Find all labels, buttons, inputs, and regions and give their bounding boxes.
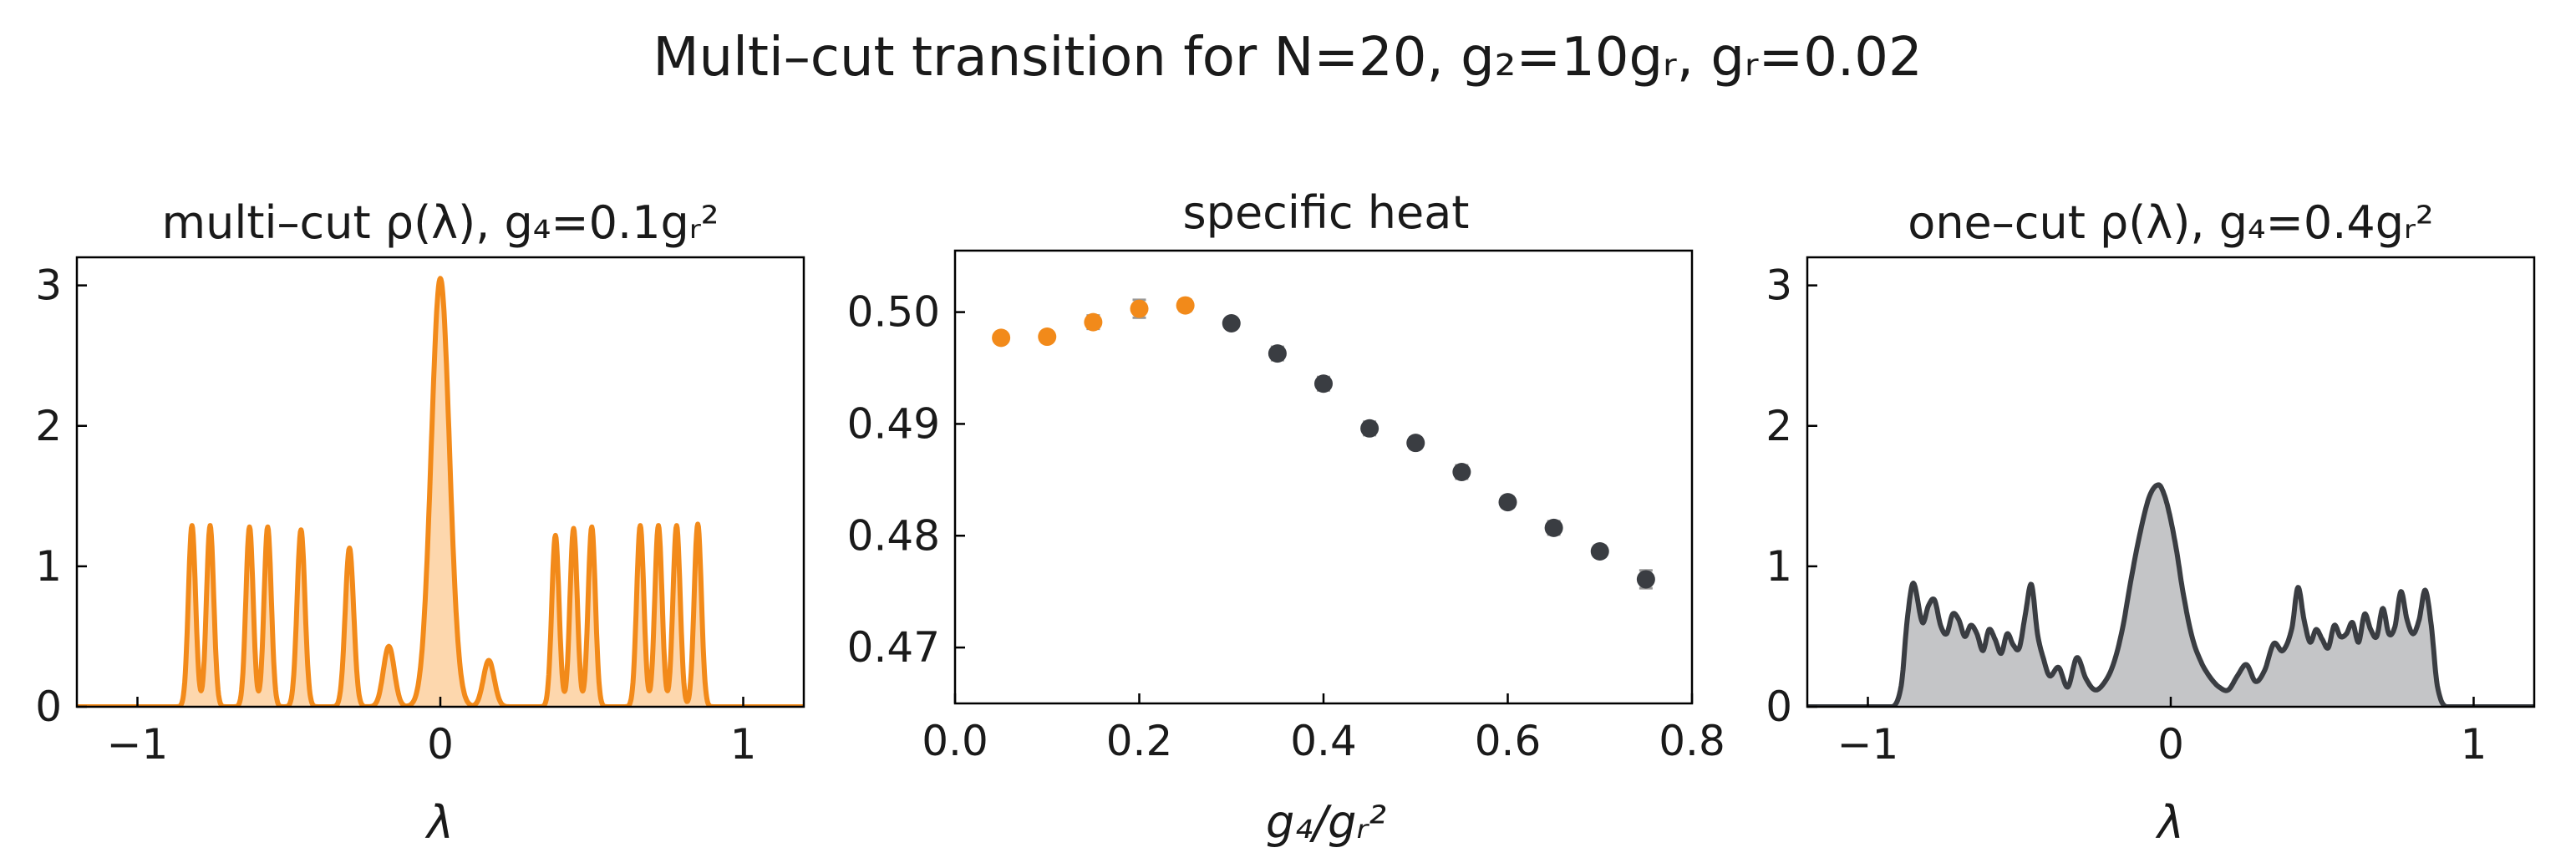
data-point	[1130, 299, 1149, 318]
plot-area	[77, 276, 804, 707]
data-point	[1406, 434, 1425, 453]
data-point	[1498, 493, 1517, 512]
data-point	[1636, 570, 1655, 589]
x-tick-label: 0.4	[1290, 717, 1357, 765]
density-fill	[1807, 485, 2534, 707]
y-tick-label: 0.47	[847, 623, 940, 672]
y-tick-label: 0.49	[847, 399, 940, 448]
figure-title: Multi–cut transition for N=20, g₂=10gᵣ, …	[653, 27, 1922, 89]
plot-frame	[953, 249, 1694, 705]
data-point	[992, 328, 1011, 348]
data-point	[1360, 419, 1379, 438]
y-tick-label: 3	[35, 261, 62, 310]
x-tick-label: −1	[107, 720, 169, 769]
panel-title: specific heat	[1183, 186, 1470, 239]
data-point	[1544, 518, 1563, 537]
axis-ticks: −1 0 1 0 1 2 3	[1766, 261, 2487, 769]
x-tick-label: 1	[730, 720, 757, 769]
y-tick-label: 1	[35, 542, 62, 591]
plot-area	[992, 296, 1655, 590]
data-point	[1084, 312, 1103, 332]
y-tick-label: 0.50	[847, 288, 940, 337]
x-axis-label: g₄/gᵣ²	[1266, 796, 1386, 849]
axis-ticks: 0.0 0.2 0.4 0.6 0.8 0.47 0.48 0.49 0.50	[847, 288, 1725, 765]
x-tick-label: 0.6	[1475, 717, 1542, 765]
panel-title: multi–cut ρ(λ), g₄=0.1gᵣ²	[162, 196, 719, 249]
x-tick-label: 0.2	[1106, 717, 1173, 765]
data-point	[1590, 541, 1609, 561]
y-tick-label: 0	[35, 683, 62, 731]
density-fill	[77, 278, 804, 707]
density-curve	[1807, 482, 2534, 707]
x-tick-label: 0	[427, 720, 454, 769]
y-tick-label: 0.48	[847, 511, 940, 560]
x-axis-label: λ	[424, 796, 454, 849]
panel-one-cut-density: one–cut ρ(λ), g₄=0.4gᵣ² −1 0 1 0 1 2 3 λ	[1766, 196, 2536, 849]
x-tick-label: 0.8	[1659, 717, 1725, 765]
data-point	[1176, 296, 1195, 315]
data-point	[1314, 374, 1333, 393]
y-tick-label: 1	[1766, 542, 1792, 591]
y-tick-label: 2	[35, 402, 62, 450]
data-point	[1222, 313, 1241, 332]
panel-multi-cut-density: multi–cut ρ(λ), g₄=0.1gᵣ² −1 0 1 0 1 2 3 λ	[35, 196, 805, 849]
x-axis-label: λ	[2155, 796, 2184, 849]
y-tick-label: 2	[1766, 402, 1792, 450]
x-tick-label: −1	[1837, 720, 1899, 769]
axis-ticks: −1 0 1 0 1 2 3	[35, 261, 756, 769]
data-point	[1452, 462, 1471, 481]
x-tick-label: 0	[2157, 720, 2184, 769]
panel-title: one–cut ρ(λ), g₄=0.4gᵣ²	[1908, 196, 2433, 249]
plot-area	[1807, 482, 2534, 707]
y-tick-label: 0	[1766, 683, 1792, 731]
y-tick-label: 3	[1766, 261, 1792, 310]
x-tick-label: 0.0	[922, 717, 988, 765]
x-tick-label: 1	[2461, 720, 2487, 769]
data-point	[1038, 327, 1057, 347]
data-point	[1268, 344, 1287, 363]
density-curve	[77, 276, 804, 707]
panel-specific-heat: specific heat 0.0 0.2 0.4 0.6 0.8 0.47 0.48 0.4…	[847, 186, 1725, 849]
